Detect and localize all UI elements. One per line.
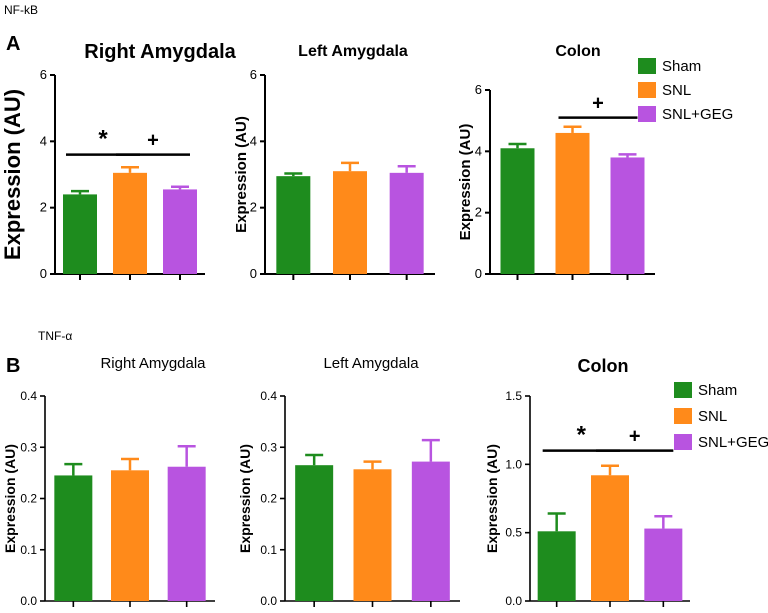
bar-snl-geg [411, 461, 450, 601]
significance-marker: + [592, 93, 604, 115]
bar-snl [353, 469, 392, 601]
y-tick-label: 0.4 [20, 389, 37, 403]
legend-swatch [638, 58, 656, 74]
bar-sham [295, 465, 334, 601]
bar-snl-geg [389, 172, 424, 274]
legend-swatch [638, 106, 656, 122]
legend-1: Sham SNL SNL+GEG [638, 58, 733, 123]
y-tick-label: 6 [475, 82, 482, 97]
y-tick-label: 6 [40, 67, 47, 82]
bar-snl-geg [167, 466, 206, 601]
y-tick-label: 4 [475, 143, 482, 158]
significance-marker: * [98, 126, 108, 153]
y-tick-label: 0.2 [20, 492, 37, 506]
chart-4: Right Amygdala Expression (AU) 0.0 0.1 0.2 0.… [2, 355, 215, 608]
bar-snl [591, 475, 629, 601]
bar-sham [276, 176, 311, 274]
section-a-name: NF-kB [4, 3, 38, 17]
chart-title: Colon [555, 43, 600, 60]
chart-6: Colon Expression (AU) 0.0 0.5 1.0 1.5 * + [484, 356, 690, 608]
bar-sham [54, 475, 93, 601]
y-tick-label: 0.3 [20, 440, 37, 454]
y-tick-label: 1.0 [505, 457, 522, 471]
bar-snl-geg [163, 189, 197, 274]
chart-3: Colon Expression (AU) 0 2 4 6 + [457, 43, 655, 281]
legend-label: Sham [698, 382, 737, 399]
y-tick-label: 4 [40, 133, 47, 148]
y-axis-label: Expression (AU) [0, 89, 25, 260]
chart-1: Right Amygdala Expression (AU) 0 2 4 6 * + [0, 41, 237, 281]
legend-swatch [674, 382, 692, 398]
section-a-label: A [6, 33, 20, 55]
significance-marker: + [629, 426, 641, 448]
significance-marker: + [147, 130, 159, 152]
legend-swatch [674, 408, 692, 424]
y-axis-label: Expression (AU) [2, 444, 18, 553]
y-tick-label: 0 [475, 266, 482, 281]
y-tick-label: 1.5 [505, 389, 522, 403]
y-tick-label: 0.0 [505, 594, 522, 608]
chart-title: Right Amygdala [84, 41, 236, 63]
y-axis-label: Expression (AU) [484, 444, 500, 553]
bar-sham [500, 148, 535, 274]
bar-snl [113, 172, 147, 274]
charts-group: Right Amygdala Expression (AU) 0 2 4 6 * + Left … [0, 41, 690, 608]
legend-label: SNL [698, 408, 727, 425]
y-tick-label: 4 [250, 133, 257, 148]
y-axis-label: Expression (AU) [237, 444, 253, 553]
bar-sham [63, 194, 97, 274]
legend-label: Sham [662, 58, 701, 75]
bar-snl-geg [644, 528, 683, 601]
y-tick-label: 0.5 [505, 526, 522, 540]
legend-label: SNL+GEG [698, 434, 768, 451]
chart-5: Left Amygdala Expression (AU) 0.0 0.1 0.2 0.3… [237, 355, 460, 608]
legend-swatch [674, 434, 692, 450]
chart-title: Right Amygdala [100, 355, 206, 372]
y-tick-label: 0.4 [260, 389, 277, 403]
y-tick-label: 0.2 [260, 492, 277, 506]
legend-label: SNL [662, 82, 691, 99]
chart-title: Colon [578, 356, 629, 376]
section-b-label: B [6, 355, 20, 377]
bar-sham [537, 531, 576, 601]
y-tick-label: 2 [250, 200, 257, 215]
bar-snl [333, 171, 367, 274]
chart-title: Left Amygdala [298, 43, 408, 60]
y-tick-label: 0.0 [260, 594, 277, 608]
y-tick-label: 0.1 [20, 543, 37, 557]
bar-snl-geg [610, 157, 645, 274]
chart-2: Left Amygdala Expression (AU) 0 2 4 6 [233, 43, 435, 281]
y-axis-label: Expression (AU) [457, 124, 474, 241]
y-tick-label: 2 [40, 200, 47, 215]
y-tick-label: 0 [40, 266, 47, 281]
y-tick-label: 0.3 [260, 440, 277, 454]
bar-snl [555, 132, 590, 274]
y-tick-label: 0.1 [260, 543, 277, 557]
legend-label: SNL+GEG [662, 106, 733, 123]
bar-snl [111, 470, 149, 601]
significance-marker: * [577, 422, 587, 449]
legends-group: Sham SNL SNL+GEG Sham SNL SNL+GEG [638, 58, 768, 451]
legend-swatch [638, 82, 656, 98]
chart-title: Left Amygdala [323, 355, 419, 372]
y-tick-label: 0 [250, 266, 257, 281]
y-tick-label: 2 [475, 205, 482, 220]
y-axis-label: Expression (AU) [233, 116, 250, 233]
legend-2: Sham SNL SNL+GEG [674, 382, 768, 451]
section-b-name: TNF-α [38, 329, 72, 343]
y-tick-label: 6 [250, 67, 257, 82]
y-tick-label: 0.0 [20, 594, 37, 608]
